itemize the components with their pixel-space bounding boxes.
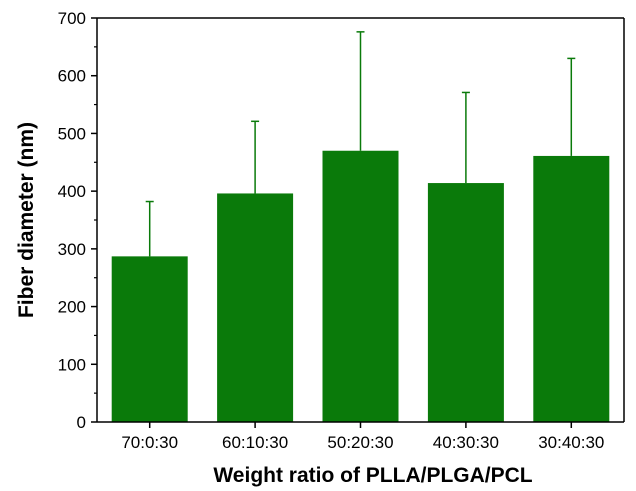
y-tick-label: 400 [58,182,86,201]
y-tick-label: 500 [58,124,86,143]
x-tick-label: 60:10:30 [222,433,288,452]
x-tick-label: 70:0:30 [121,433,178,452]
x-tick-label: 50:20:30 [327,433,393,452]
error-bars-group [145,31,576,257]
y-axis-title: Fiber diameter (nm) [15,122,38,318]
y-tick-label: 100 [58,355,86,374]
bar-50:20:30 [322,150,399,422]
y-tick-label: 700 [58,9,86,28]
y-tick-label: 200 [58,298,86,317]
bar-60:10:30 [217,193,294,422]
y-tick-label: 0 [77,413,86,432]
y-tick-label: 600 [58,67,86,86]
bar-40:30:30 [427,183,504,422]
bar-30:40:30 [533,155,610,423]
x-tick-label: 40:30:30 [433,433,499,452]
axes-group: 70:0:30 60:10:30 50:20:30 40:30:30 30:40:30 0… [58,9,625,452]
x-axis-title: Weight ratio of PLLA/PLGA/PCL [213,464,532,487]
bar-70:0:30 [111,256,188,422]
bars-group [111,150,610,423]
x-tick-label: 30:40:30 [538,433,604,452]
y-tick-label: 300 [58,240,86,259]
